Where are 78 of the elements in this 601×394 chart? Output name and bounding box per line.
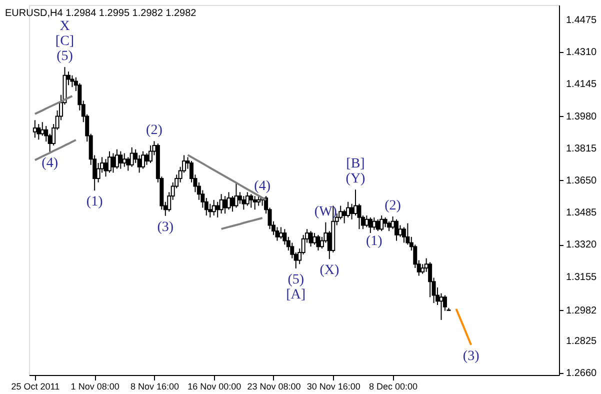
annotation: (2) <box>146 123 163 138</box>
y-tick-label: 1.3815 <box>566 143 598 154</box>
candlestick <box>342 209 346 224</box>
candlestick <box>118 150 123 170</box>
x-tick-label: 8 Nov 16:00 <box>130 382 179 392</box>
candlestick <box>148 144 152 164</box>
candlestick <box>372 216 376 230</box>
annotation: (4) <box>42 156 58 171</box>
annotation: [A] <box>286 287 306 302</box>
annotation: (Y) <box>346 172 366 187</box>
candlestick <box>126 156 130 172</box>
x-tick-label: 8 Dec 00:00 <box>369 382 418 392</box>
candlestick <box>380 214 384 232</box>
candlestick <box>40 122 44 136</box>
candlestick <box>316 234 320 251</box>
x-tick-label: 23 Nov 08:00 <box>247 382 301 392</box>
candlestick <box>278 226 283 240</box>
candlestick <box>122 152 126 168</box>
annotation: (3) <box>157 220 174 235</box>
candlestick <box>402 226 406 244</box>
annotation: [B] <box>346 156 365 172</box>
y-tick-label: 1.3980 <box>566 111 598 122</box>
candlestick <box>308 230 313 248</box>
y-tick-label: 1.3320 <box>566 240 598 251</box>
y-tick-label: 1.3650 <box>566 175 598 186</box>
annotation: (4) <box>254 179 271 194</box>
candlestick <box>32 120 37 138</box>
annotation: (2) <box>384 198 402 214</box>
x-tick-label: 25 Oct 2011 <box>11 382 60 392</box>
line-series <box>220 217 264 230</box>
candlestick <box>107 150 112 174</box>
candlestick <box>212 199 216 216</box>
candlestick <box>256 196 261 206</box>
annotation: (5) <box>288 272 304 288</box>
candlestick <box>368 216 372 234</box>
candlestick <box>234 182 238 208</box>
y-tick-label: 1.2825 <box>566 336 598 347</box>
candlestick <box>364 214 369 228</box>
candlestick <box>130 146 134 168</box>
candlestick <box>230 196 234 212</box>
candlestick <box>223 196 228 214</box>
y-tick-label: 1.4310 <box>566 47 598 58</box>
y-tick-label: 1.2982 <box>566 305 598 316</box>
candlestick <box>114 148 119 170</box>
x-tick-label: 16 Nov 00:00 <box>188 382 242 392</box>
candlestick <box>394 218 399 242</box>
x-tick-label: 1 Nov 08:00 <box>70 382 120 392</box>
annotation: (5) <box>56 49 74 64</box>
annotation: (3) <box>462 348 480 364</box>
candlestick <box>144 152 149 166</box>
y-tick-label: 1.3155 <box>566 272 598 283</box>
line-series <box>455 308 472 346</box>
candlestick <box>249 194 254 208</box>
candlestick <box>216 201 220 218</box>
candlestick <box>383 216 388 228</box>
candlestick <box>70 74 74 88</box>
candlestick <box>439 292 444 320</box>
candlestick <box>242 196 246 210</box>
chart-title: EURUSD,H4 1.2984 1.2995 1.2982 1.2982 <box>5 8 197 19</box>
annotation: (1) <box>86 194 104 210</box>
candlestick <box>36 124 41 140</box>
candlestick <box>387 220 392 232</box>
candlestick <box>252 196 257 210</box>
y-tick-label: 1.4475 <box>566 14 598 26</box>
x-tick-label: 30 Nov 16:00 <box>306 382 360 392</box>
candlestick <box>350 203 354 220</box>
y-tick-label: 1.4145 <box>566 79 598 90</box>
annotation: (X) <box>320 263 340 278</box>
candlestick <box>111 152 116 174</box>
candlestick <box>245 192 250 206</box>
annotation: [C] <box>55 34 74 50</box>
candlestick <box>398 224 402 238</box>
candlestick <box>141 150 146 170</box>
y-tick-label: 1.2660 <box>566 368 598 380</box>
annotation: X <box>60 19 70 34</box>
annotation: (1) <box>366 234 383 249</box>
candlestick <box>219 194 224 214</box>
y-tick-label: 1.3485 <box>566 208 598 219</box>
